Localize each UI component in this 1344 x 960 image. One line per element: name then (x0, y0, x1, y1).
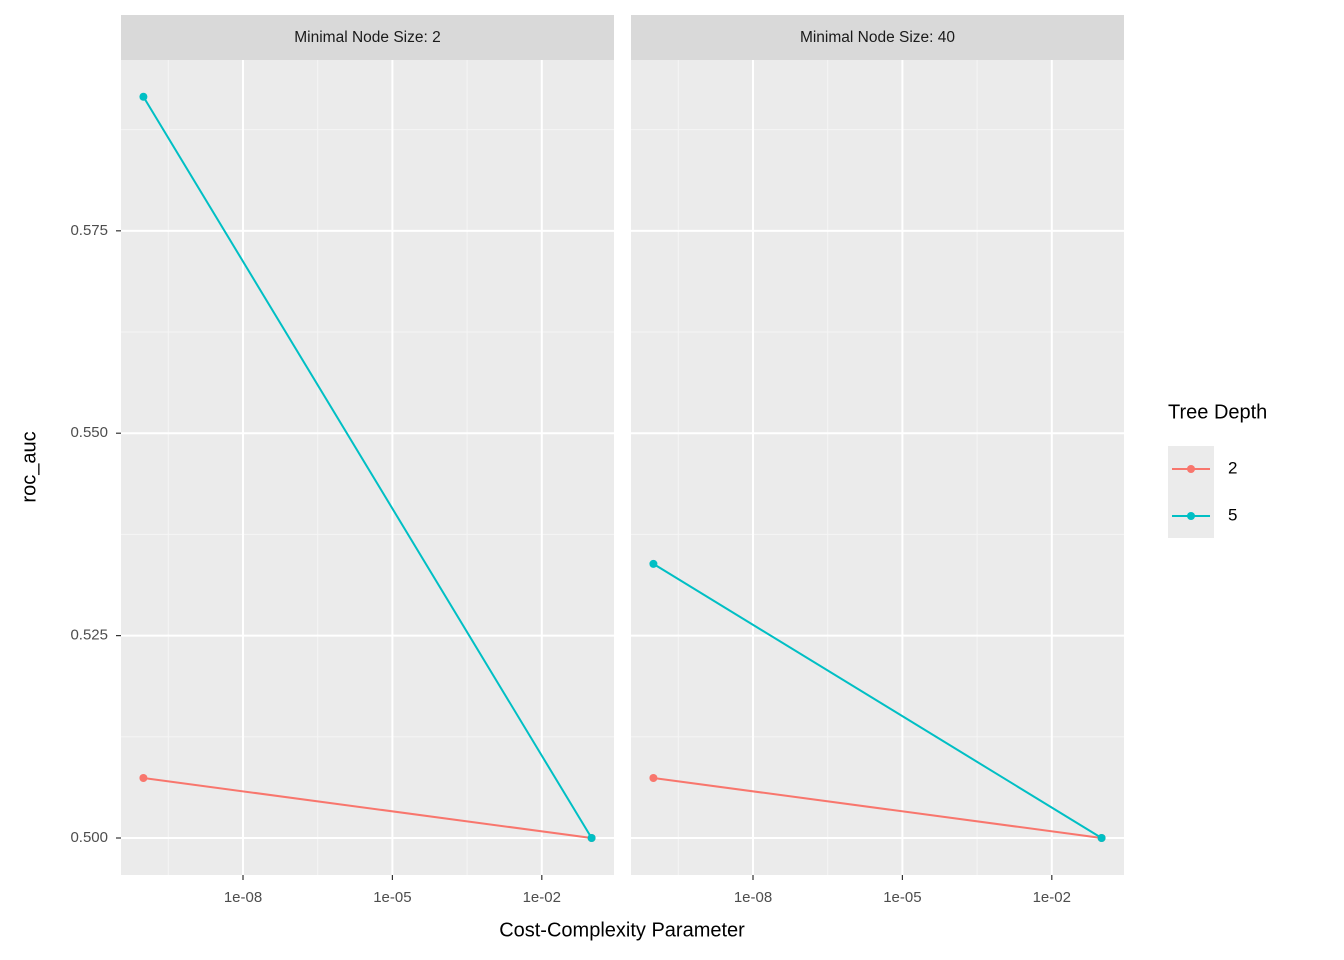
strip-background (121, 15, 614, 60)
x-tick-label: 1e-02 (523, 889, 561, 906)
legend-title: Tree Depth (1168, 401, 1267, 423)
x-axis-title: Cost-Complexity Parameter (499, 919, 745, 941)
legend-label: 2 (1228, 458, 1237, 477)
y-axis-title: roc_auc (18, 431, 40, 502)
point (1097, 834, 1106, 843)
point (649, 559, 658, 568)
point (649, 774, 658, 783)
point (587, 834, 596, 843)
y-tick-label: 0.575 (70, 222, 108, 239)
point (139, 774, 148, 783)
legend-key (1187, 512, 1195, 520)
point (139, 92, 148, 101)
y-tick-label: 0.525 (70, 627, 108, 644)
x-tick-label: 1e-02 (1033, 889, 1071, 906)
strip-label: Minimal Node Size: 2 (294, 29, 440, 46)
x-tick-label: 1e-08 (224, 889, 262, 906)
legend-key-background (1168, 446, 1214, 538)
line (142, 96, 593, 839)
strip-background (631, 15, 1124, 60)
strip-label: Minimal Node Size: 40 (800, 29, 955, 46)
legend-key (1187, 465, 1195, 473)
y-tick-label: 0.500 (70, 829, 108, 846)
x-tick-label: 1e-05 (883, 889, 921, 906)
y-tick-label: 0.550 (70, 424, 108, 441)
panel-background (631, 60, 1124, 875)
line (653, 777, 1102, 839)
line (652, 563, 1103, 839)
legend-label: 5 (1228, 505, 1237, 524)
line (143, 777, 592, 839)
x-tick-label: 1e-05 (373, 889, 411, 906)
x-tick-label: 1e-08 (734, 889, 772, 906)
